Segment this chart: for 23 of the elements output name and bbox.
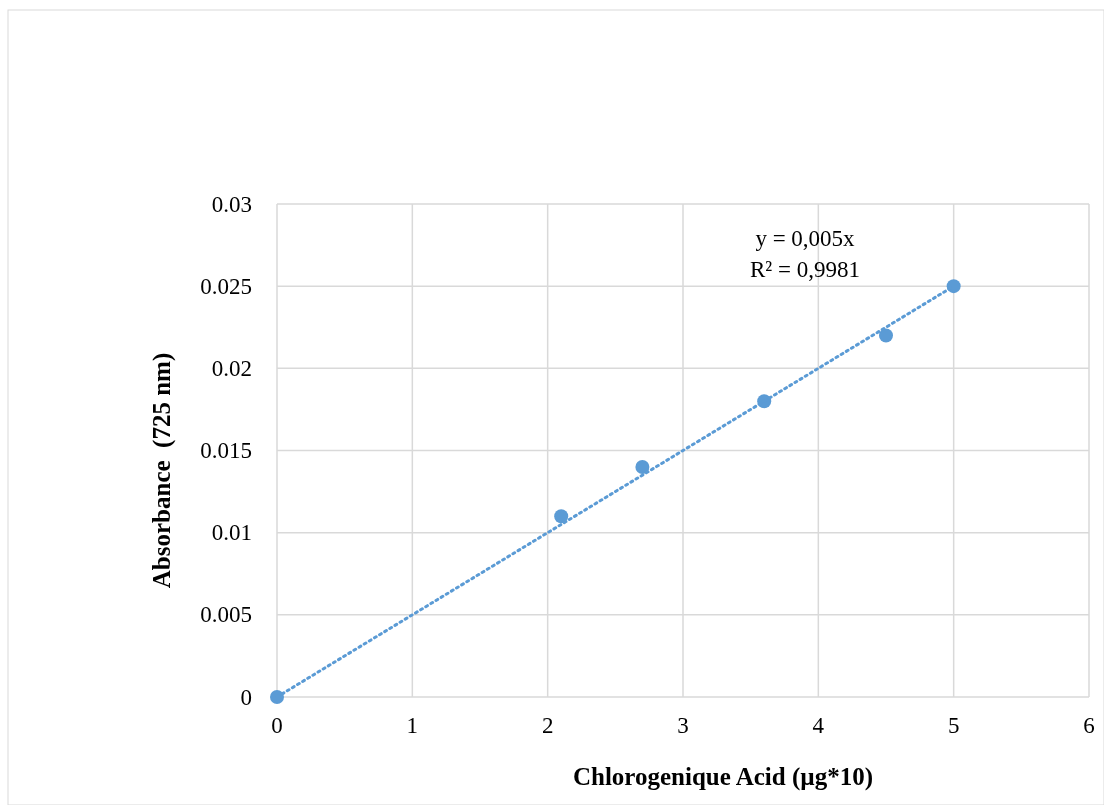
point [879,328,893,343]
point [270,690,284,704]
y-tick-label: 0.03 [211,191,252,217]
x-axis-title: Chlorogenique Acid (µg*10) [572,763,874,791]
y-tick-label: 0.015 [200,438,252,463]
y-tick-label: 0.025 [200,273,252,299]
y-axis-title: Absorbance (725 nm) [148,352,176,589]
point [554,509,569,524]
y-tick-label: 0.02 [211,355,252,381]
y-tick-label: 0.01 [211,520,252,546]
point [635,459,650,474]
x-tick-label: 3 [677,713,689,738]
point [946,279,961,294]
annotation: R² = 0,9981 [750,257,860,282]
y-tick-label: 0.005 [200,602,252,628]
annotation: y = 0,005x [755,226,856,251]
x-tick-label: 5 [947,713,960,738]
x-tick-label: 1 [406,713,419,738]
x-tick-label: 2 [541,713,554,738]
x-tick-label: 6 [1083,713,1095,738]
x-tick-label: 4 [812,713,825,738]
x-tick-label: 0 [271,713,283,738]
y-tick-label: 0 [240,684,252,710]
